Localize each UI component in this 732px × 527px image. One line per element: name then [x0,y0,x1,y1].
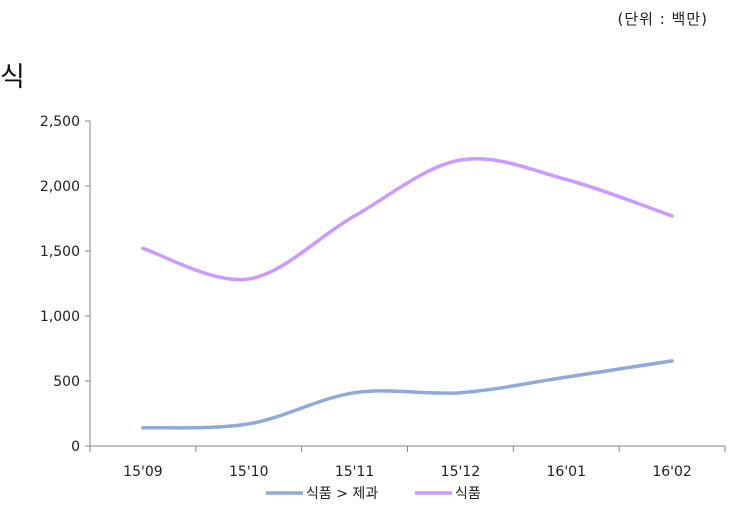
legend-label-0: 식품 > 제과 [306,486,378,502]
y-tick-label: 2,500 [40,114,80,130]
unit-label: (단위 : 백만) [617,10,708,28]
legend-label-1: 식품 [455,486,481,502]
y-tick-label: 2,000 [40,179,80,195]
x-tick-label: 16'02 [652,464,691,480]
series-line-1 [141,156,674,282]
x-tick-label: 15'11 [335,464,374,480]
x-tick-label: 15'12 [441,464,480,480]
y-tick-label: 1,500 [40,244,80,260]
chart-title-fragment: 식 [0,62,25,93]
x-tick-label: 16'01 [547,464,586,480]
y-tick-label: 0 [71,439,80,455]
y-tick-label: 500 [53,374,80,390]
series-line-0 [141,359,674,430]
x-tick-label: 15'09 [123,464,162,480]
x-tick-label: 15'10 [229,464,268,480]
y-tick-label: 1,000 [40,309,80,325]
